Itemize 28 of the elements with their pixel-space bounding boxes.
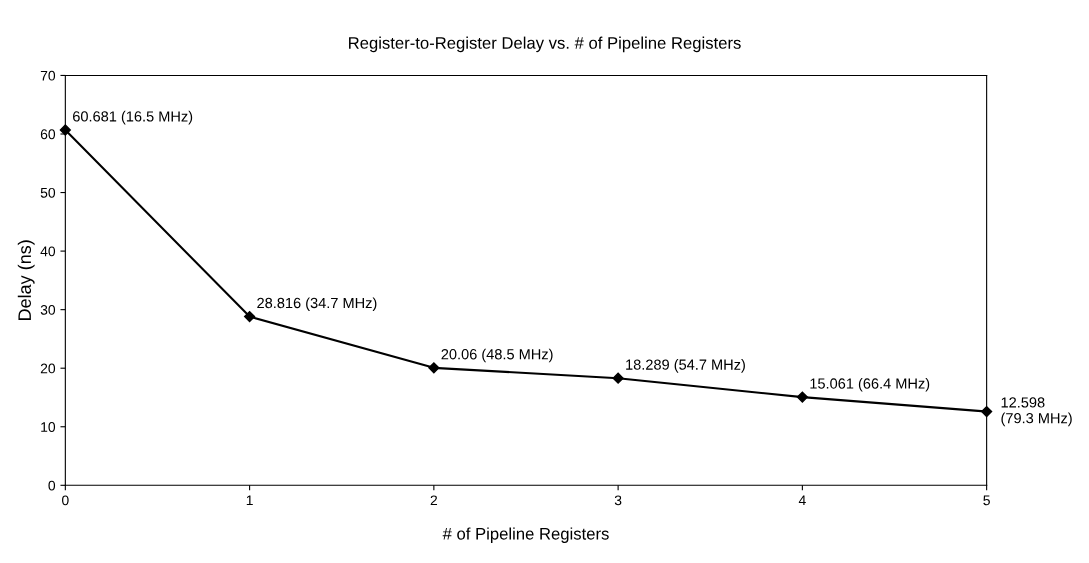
- data-label: 18.289 (54.7 MHz): [626, 359, 745, 373]
- x-tick-label: 4: [798, 495, 806, 506]
- data-label: 28.816 (34.7 MHz): [257, 297, 377, 312]
- x-tick-label: 1: [246, 495, 253, 506]
- point: [243, 310, 256, 323]
- x-axis-title: # of Pipeline Registers: [442, 527, 609, 543]
- point: [59, 124, 71, 136]
- point: [612, 372, 624, 384]
- x-tick-label: 0: [62, 495, 69, 506]
- data-label: 12.598 (79.3 MHz): [1001, 397, 1072, 427]
- x-tick-label: 5: [983, 495, 990, 506]
- y-tick-label: 10: [41, 422, 56, 432]
- y-tick-label: 20: [40, 363, 56, 374]
- x-tick-label: 2: [430, 495, 438, 506]
- x-tick-label: 3: [614, 495, 622, 506]
- chart-title: Register-to-Register Delay vs. # of Pipeline Registers: [349, 36, 741, 53]
- point: [796, 391, 808, 403]
- y-tick-label: 60: [40, 129, 56, 140]
- y-tick-label: 30: [40, 304, 56, 315]
- point: [428, 362, 440, 374]
- y-tick-label: 40: [40, 246, 56, 257]
- y-tick-label: 0: [48, 480, 56, 491]
- y-tick-label: 70: [40, 70, 56, 81]
- data-label: 20.06 (48.5 MHz): [441, 348, 553, 363]
- y-tick-label: 50: [40, 187, 56, 198]
- y-axis-title: Delay (ns): [17, 240, 35, 321]
- data-label: 60.681 (16.5 MHz): [73, 110, 193, 125]
- data-label: 15.061 (66.4 MHz): [810, 377, 930, 392]
